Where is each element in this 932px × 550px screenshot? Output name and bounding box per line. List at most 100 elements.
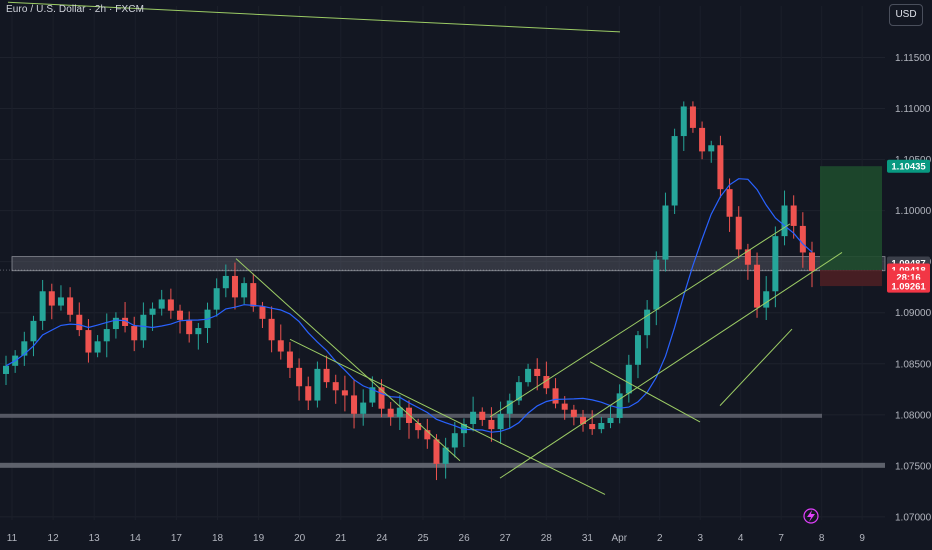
candle-down: [167, 299, 174, 311]
take-profit-zone: [820, 166, 882, 271]
candle-down: [589, 424, 596, 430]
x-tick-label: 19: [253, 533, 265, 544]
candle-up: [460, 424, 467, 434]
candle-up: [680, 106, 687, 137]
candle-up: [634, 335, 641, 365]
symbol-title[interactable]: Euro / U.S. Dollar · 2h · FXCM: [6, 4, 145, 15]
x-tick-label: 17: [171, 533, 183, 544]
x-tick-label: 12: [48, 533, 60, 544]
x-tick-label: 21: [335, 533, 347, 544]
currency-button[interactable]: USD: [889, 4, 923, 26]
candle-up: [525, 368, 532, 383]
grid-layer: [0, 6, 885, 520]
y-tick-label: 1.08500: [895, 359, 932, 370]
candle-up: [149, 308, 156, 315]
candle-up: [653, 259, 660, 310]
candle-up: [506, 400, 513, 414]
x-tick-label: 2: [657, 533, 663, 544]
candle-up: [763, 291, 770, 308]
candle-up: [140, 314, 147, 341]
candle-up: [30, 320, 37, 342]
x-tick-label: 14: [130, 533, 142, 544]
candle-down: [286, 351, 293, 368]
candle-down: [699, 127, 706, 152]
candle-up: [39, 291, 46, 321]
price-badge-target[interactable]: [887, 159, 930, 173]
candle-down: [332, 382, 339, 391]
candle-up: [515, 382, 522, 401]
x-tick-label: 25: [417, 533, 429, 544]
zone-layer: [0, 166, 886, 468]
candle-down: [387, 408, 394, 417]
x-tick-label: 27: [500, 533, 512, 544]
candle-down: [131, 325, 138, 341]
y-tick-label: 1.11500: [895, 53, 931, 64]
candle-down: [186, 319, 193, 335]
triangle-upper[interactable]: [589, 361, 701, 423]
candle-down: [259, 306, 266, 319]
candle-up: [241, 283, 248, 298]
candle-up: [625, 364, 632, 394]
ascending-support[interactable]: [719, 328, 793, 406]
candle-down: [177, 310, 184, 320]
candle-down: [552, 388, 559, 404]
resistance-zone: [11, 256, 886, 272]
x-tick-label: 20: [294, 533, 306, 544]
candle-down: [561, 403, 568, 410]
axis-layer: 1.115001.110001.105001.100001.095001.090…: [7, 53, 932, 544]
x-tick-label: 11: [7, 533, 18, 544]
candle-down: [250, 283, 257, 307]
candle-down: [415, 422, 422, 431]
x-tick-label: 9: [859, 533, 865, 544]
candle-up: [442, 447, 449, 464]
candle-down: [433, 439, 440, 464]
candle-up: [213, 288, 220, 310]
candle-down: [48, 291, 55, 306]
icon-layer: [803, 508, 819, 524]
candle-up: [57, 297, 64, 306]
candle-down: [689, 106, 696, 128]
candle-down: [323, 368, 330, 383]
candle-up: [616, 393, 623, 418]
candle-down: [122, 317, 129, 326]
up-channel-lower[interactable]: [499, 252, 843, 479]
x-tick-label: 13: [89, 533, 101, 544]
long-trendline[interactable]: [7, 1, 621, 33]
price-badge-stop[interactable]: [887, 279, 930, 293]
candle-down: [717, 145, 724, 190]
lightning-icon[interactable]: [803, 508, 819, 524]
x-tick-label: 28: [541, 533, 553, 544]
candle-down: [351, 395, 358, 414]
candle-up: [369, 387, 376, 403]
x-tick-label: 7: [778, 533, 784, 544]
candle-down: [735, 216, 742, 250]
candle-down: [341, 390, 348, 396]
candle-up: [451, 433, 458, 448]
candle-up: [671, 136, 678, 206]
y-tick-label: 1.07500: [895, 461, 932, 472]
x-tick-label: 8: [819, 533, 825, 544]
candle-down: [378, 387, 385, 409]
badge-layer: 1.104351.094871.0941828:161.09261: [887, 159, 930, 293]
price-badge-label: 1.09261: [891, 282, 926, 293]
candle-down: [268, 318, 275, 341]
candle-down: [85, 330, 92, 353]
y-tick-label: 1.10000: [895, 206, 932, 217]
up-channel-mid[interactable]: [489, 223, 791, 418]
candle-up: [21, 341, 28, 356]
candle-up: [607, 417, 614, 423]
lightning-bolt-shape: [807, 510, 815, 522]
down-channel-upper[interactable]: [235, 258, 461, 462]
down-channel-lower[interactable]: [289, 338, 606, 495]
candle-up: [94, 341, 101, 353]
candle-up: [396, 407, 403, 417]
x-tick-label: 26: [459, 533, 471, 544]
candle-down: [67, 297, 74, 315]
support-zone-lower: [0, 462, 885, 468]
candle-up: [158, 299, 165, 309]
candle-down: [809, 252, 815, 271]
candle-down: [570, 409, 577, 417]
candle-up: [112, 317, 119, 330]
